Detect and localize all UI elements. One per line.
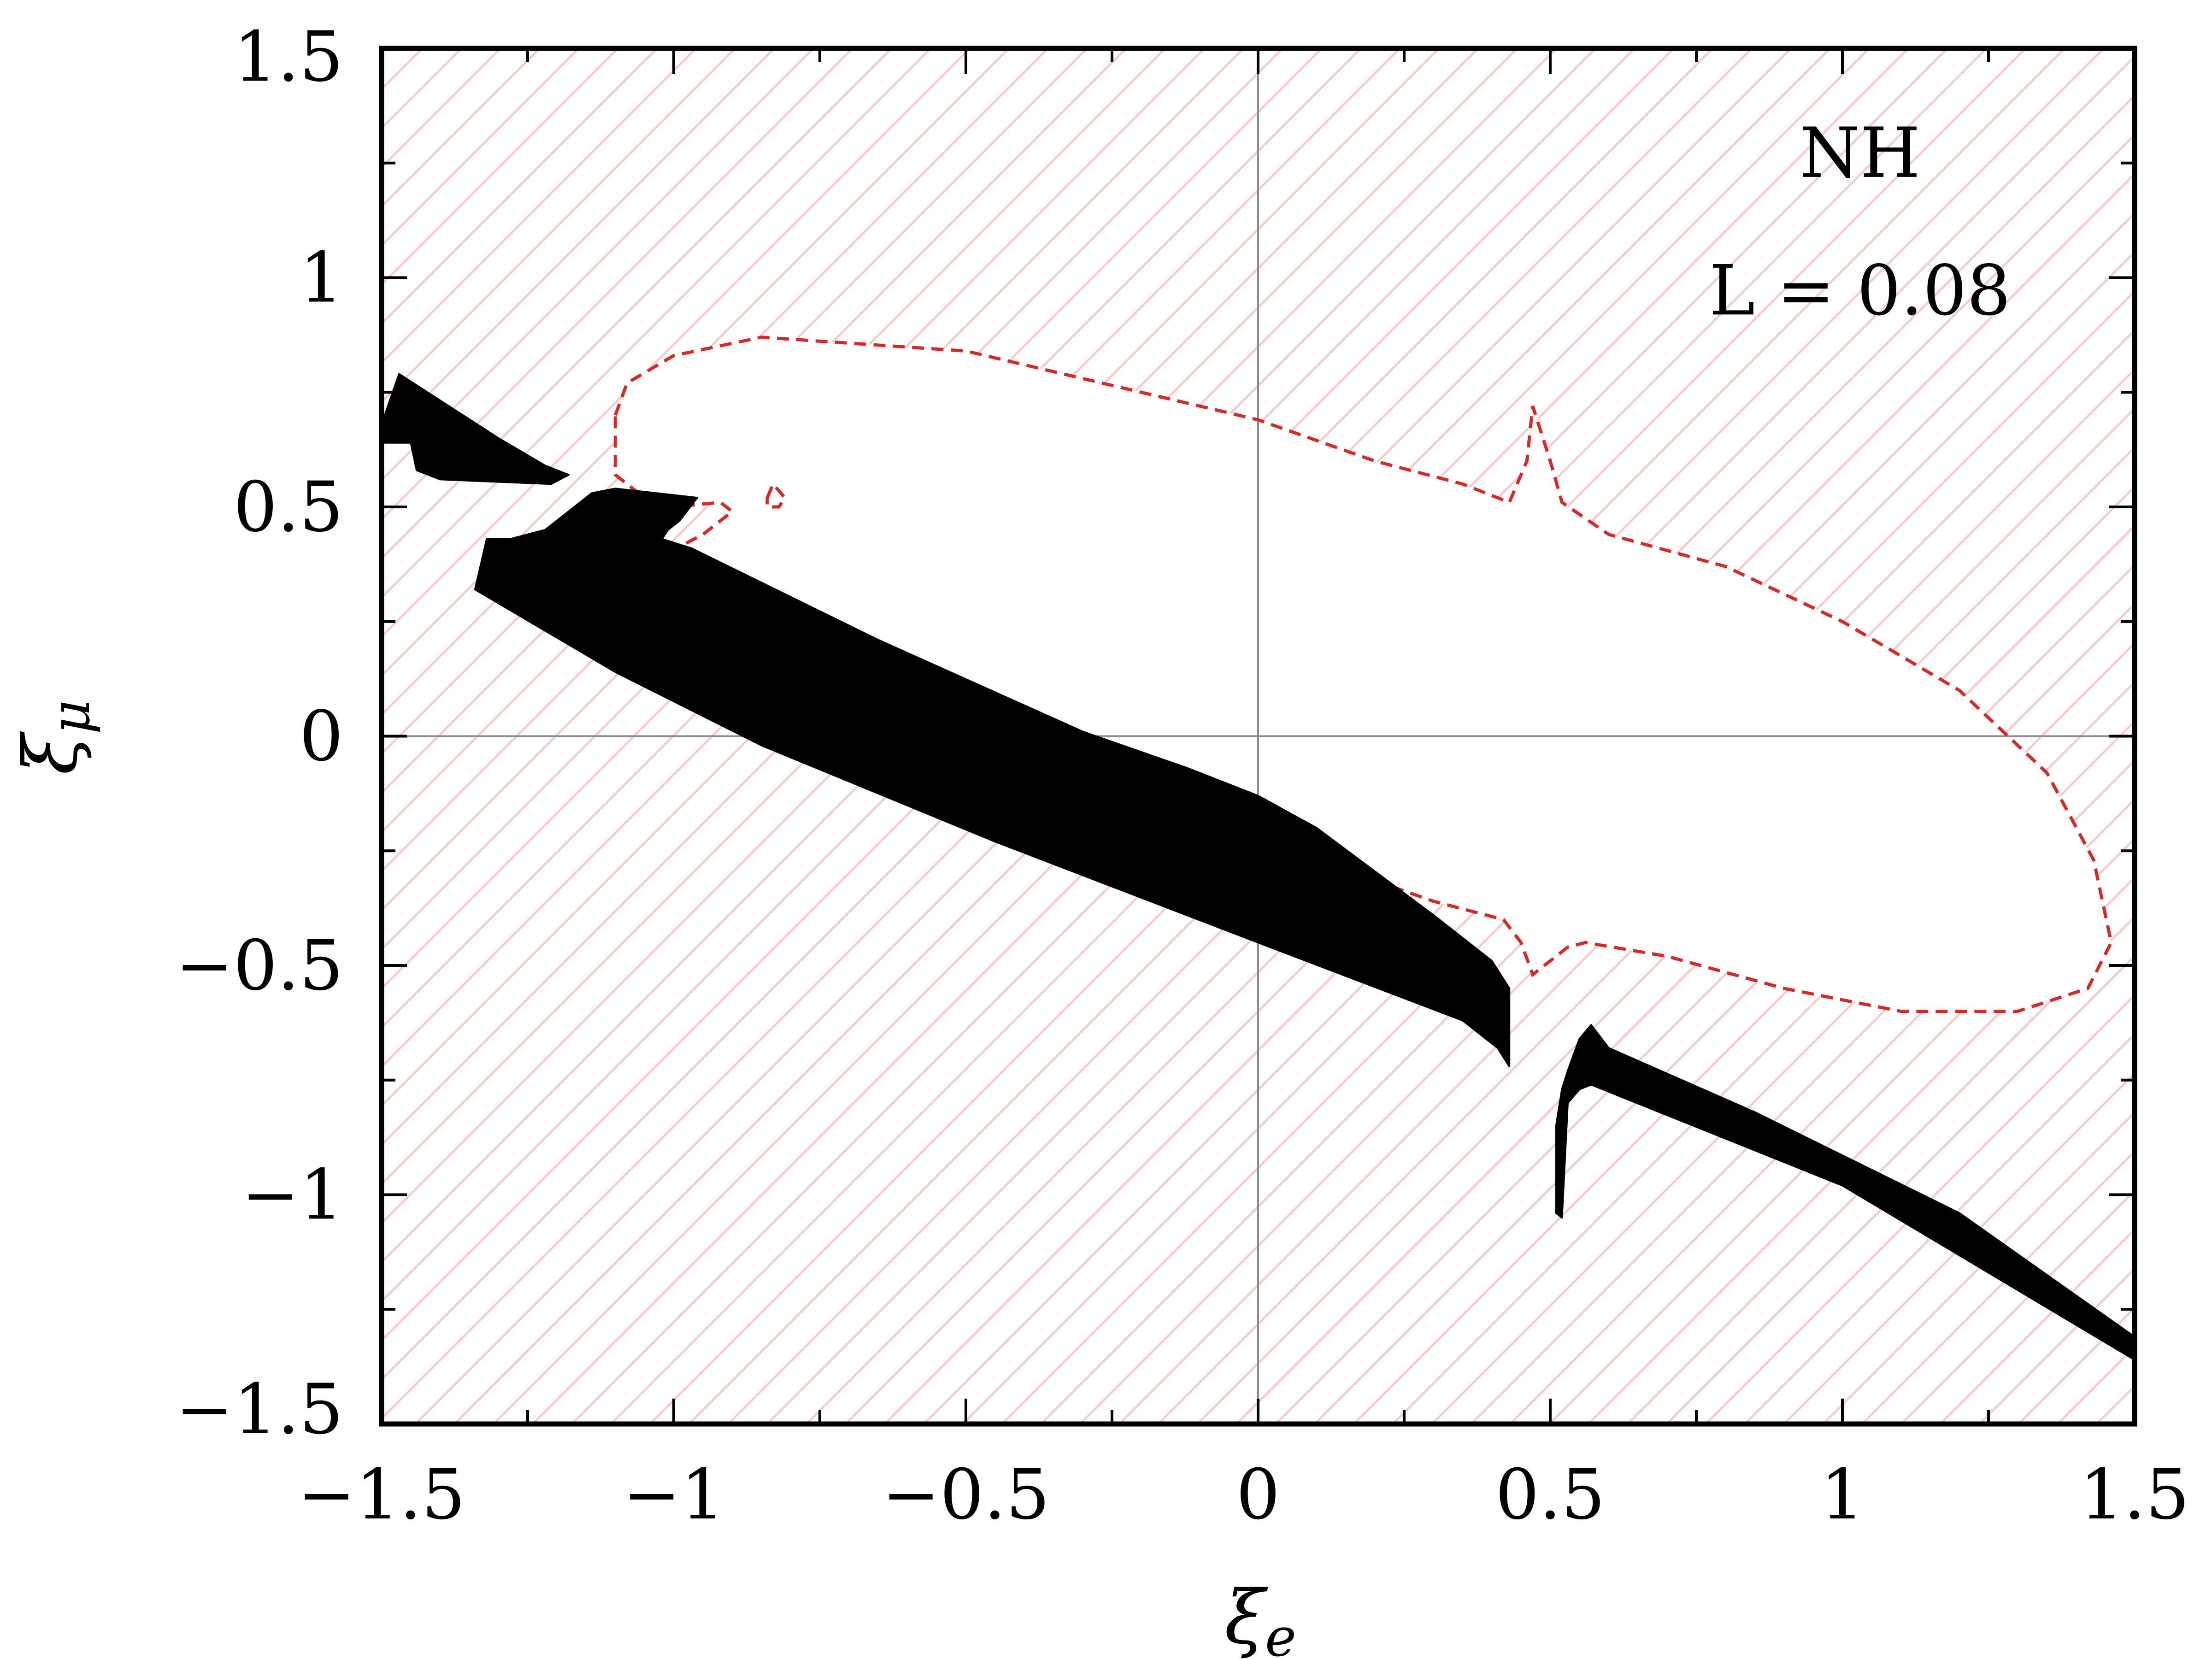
y-tick-label: 0.5: [233, 467, 343, 547]
y-tick-label: −0.5: [176, 926, 343, 1006]
x-tick-label: 1: [1820, 1455, 1864, 1535]
black-region-main-band: [474, 488, 1511, 1067]
annotations: NH L = 0.08: [1709, 113, 2011, 331]
plot-frame: [379, 46, 2137, 1427]
y-tick-label: 0: [300, 697, 343, 777]
allowed-region-fill: [615, 337, 2112, 1012]
x-tick-label: −0.5: [882, 1455, 1050, 1535]
black-region-upper-left: [382, 373, 570, 485]
x-tick-labels: −1.5 −1 −0.5 0 0.5 1 1.5: [298, 1455, 2189, 1535]
annotation-1: NH: [1800, 113, 1920, 194]
plot-area: [382, 48, 2135, 1424]
y-tick-label: −1: [241, 1155, 343, 1235]
y-tick-label: 1.5: [233, 17, 343, 97]
x-tick-label: 1.5: [2080, 1455, 2190, 1535]
x-tick-label: −1.5: [298, 1455, 465, 1535]
y-tick-label: 1: [300, 238, 343, 318]
zero-lines: [382, 48, 2135, 1424]
y-tick-labels: −1.5 −1 −0.5 0 0.5 1 1.5: [176, 17, 343, 1450]
black-regions: [382, 373, 2135, 1361]
annotation-2: L = 0.08: [1709, 251, 2011, 331]
y-tick-label: −1.5: [176, 1370, 343, 1450]
x-tick-label: 0: [1236, 1455, 1280, 1535]
black-region-lower-right: [1555, 1024, 2135, 1361]
x-tick-label: −1: [623, 1455, 724, 1535]
x-tick-label: 0.5: [1495, 1455, 1606, 1535]
y-axis-title: ξμ: [7, 700, 102, 775]
x-axis-title: ξe: [1224, 1574, 1296, 1659]
